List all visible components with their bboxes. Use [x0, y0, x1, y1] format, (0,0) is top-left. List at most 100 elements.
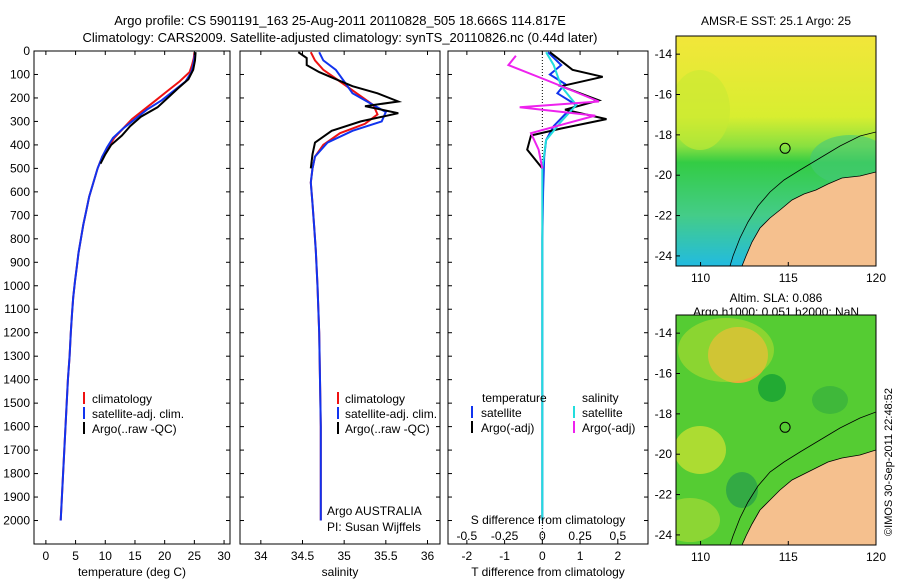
- imos-timestamp: ©IMOS 30-Sep-2011 22:48:52: [883, 388, 895, 536]
- title-line-1: Argo profile: CS 5901191_163 25-Aug-2011…: [114, 13, 566, 28]
- difference-xtick-label: 2: [614, 549, 621, 563]
- difference-axes-box: [447, 50, 649, 545]
- depth-tick-label: 2000: [3, 514, 30, 528]
- sla-low-patch-3: [812, 386, 848, 414]
- sla-map-ytick-label: -16: [655, 367, 673, 381]
- sla-map-ytick-label: -20: [655, 447, 673, 461]
- sla-map-frame: [675, 314, 877, 546]
- sst-argo-marker: [779, 142, 791, 154]
- sal-legend-argo: Argo(..raw -QC): [345, 422, 430, 436]
- salinity-series-2: [297, 51, 403, 169]
- difference-top-xtick-label: 0: [539, 529, 546, 543]
- salinity-series-1: [309, 51, 388, 521]
- difference-top-xtick-label: 0.5: [609, 529, 626, 543]
- temperature-xtick-label: 5: [72, 549, 79, 563]
- depth-tick-label: 1600: [3, 420, 30, 434]
- sst-warm-patch: [676, 70, 730, 150]
- sst-isobath: [729, 131, 876, 266]
- difference-series-3: [506, 55, 600, 169]
- salinity-xtick-label: 34: [254, 549, 268, 563]
- diff-legend-sal-argo: Argo(-adj): [582, 421, 635, 435]
- sst-map-ytick-label: -16: [655, 88, 673, 102]
- depth-tick-label: 900: [10, 255, 30, 269]
- sst-map-ytick-label: -14: [655, 47, 673, 61]
- salinity-xlabel: salinity: [322, 565, 359, 579]
- sla-isobath: [729, 411, 876, 545]
- salinity-axes-box: [239, 50, 441, 545]
- sla-map-ytick-label: -14: [655, 326, 673, 340]
- depth-tick-label: 1300: [3, 349, 30, 363]
- difference-panel: -2 -1 0 1 2 -0.5 -0.25 0 0.25 0.5 S difference f…: [447, 50, 649, 579]
- diff-legend-salinity: salinity: [582, 391, 619, 405]
- depth-tick-label: 0: [23, 44, 30, 58]
- temperature-axes-box: [33, 50, 231, 545]
- title-line-2: Climatology: CARS2009. Satellite-adjuste…: [83, 30, 598, 45]
- depth-tick-label: 1000: [3, 279, 30, 293]
- depth-tick-label: 1200: [3, 326, 30, 340]
- temperature-xlabel: temperature (deg C): [78, 565, 186, 579]
- depth-tick-label: 1700: [3, 443, 30, 457]
- salinity-xtick-label: 35: [337, 549, 351, 563]
- temperature-xtick-label: 0: [43, 549, 50, 563]
- salinity-xtick-label: 35.5: [374, 549, 398, 563]
- salinity-annotation-line-2: PI: Susan Wijffels: [327, 520, 421, 534]
- temperature-xtick-label: 20: [158, 549, 172, 563]
- temperature-xtick-label: 30: [217, 549, 231, 563]
- sla-map-ytick-label: -22: [655, 488, 673, 502]
- temperature-xtick-label: 15: [128, 549, 142, 563]
- sst-map-ytick-label: -24: [655, 249, 673, 263]
- sla-high-patch-outer: [678, 318, 774, 382]
- sst-map-title: AMSR-E SST: 25.1 Argo: 25: [701, 14, 851, 28]
- diff-legend-temp-argo: Argo(-adj): [481, 421, 534, 435]
- sst-map-ytick-label: -22: [655, 209, 673, 223]
- difference-xtick-label: -2: [462, 549, 473, 563]
- temperature-legend: climatology satellite-adj. clim. Argo(..…: [83, 392, 184, 436]
- temperature-series-0: [59, 52, 196, 521]
- depth-tick-label: 1800: [3, 467, 30, 481]
- temp-legend-argo: Argo(..raw -QC): [92, 422, 177, 436]
- sla-mid-patch-2: [676, 498, 720, 542]
- salinity-annotation-line-1: Argo AUSTRALIA: [327, 504, 422, 518]
- difference-xtick-label: -1: [499, 549, 510, 563]
- diff-legend-temp-satellite: satellite: [481, 406, 522, 420]
- diff-legend-temperature: temperature: [482, 391, 547, 405]
- sla-argo-marker: [779, 421, 791, 433]
- temperature-series-2: [99, 52, 197, 165]
- salinity-legend: climatology satellite-adj. clim. Argo(..…: [337, 392, 437, 436]
- sst-map-ytick-label: -20: [655, 168, 673, 182]
- sla-map-xtick-label: 110: [691, 550, 710, 564]
- sst-map-xtick-label: 115: [779, 271, 798, 285]
- difference-series-1: [526, 51, 607, 170]
- sst-map-frame: [675, 35, 877, 267]
- sla-mid-patch: [676, 426, 726, 474]
- difference-xtick-label: 1: [577, 549, 584, 563]
- temp-legend-climatology: climatology: [92, 392, 152, 406]
- difference-top-xtick-label: -0.25: [491, 529, 519, 543]
- salinity-xtick-label: 34.5: [291, 549, 315, 563]
- depth-tick-label: 1400: [3, 373, 30, 387]
- diff-legend-sal-satellite: satellite: [582, 406, 623, 420]
- sst-map-panel: AMSR-E SST: 25.1 Argo: 25 110 115 120 -14 -…: [655, 14, 887, 285]
- sst-cool-patch: [810, 135, 876, 185]
- difference-xlabel: T difference from climatology: [471, 565, 625, 579]
- difference-top-xtick-label: 0.25: [568, 529, 592, 543]
- depth-tick-label: 1100: [4, 302, 30, 316]
- temperature-series-1: [59, 52, 196, 521]
- depth-tick-label: 800: [10, 232, 30, 246]
- salinity-panel: 34 34.5 35 35.5 36 salinity climatology sate…: [239, 50, 441, 579]
- salinity-xtick-label: 36: [421, 549, 435, 563]
- sla-map-xtick-label: 115: [779, 550, 798, 564]
- sla-low-patch-2: [726, 472, 758, 508]
- temperature-panel: 0 5 10 15 20 25 30 0 100 200 300 400 500 600 700 800 90…: [3, 44, 231, 579]
- depth-tick-label: 1900: [3, 490, 30, 504]
- sst-land: [741, 171, 876, 266]
- depth-tick-label: 300: [10, 114, 30, 128]
- sal-legend-climatology: climatology: [345, 392, 405, 406]
- sst-map-xtick-label: 120: [866, 271, 886, 285]
- sla-map-ytick-label: -24: [655, 528, 673, 542]
- difference-xtick-label: 0: [539, 549, 546, 563]
- temp-legend-satellite: satellite-adj. clim.: [92, 407, 184, 421]
- sla-map-title: Altim. SLA: 0.086: [730, 291, 823, 305]
- sla-low-patch: [758, 374, 786, 402]
- sla-map-xtick-label: 120: [866, 550, 886, 564]
